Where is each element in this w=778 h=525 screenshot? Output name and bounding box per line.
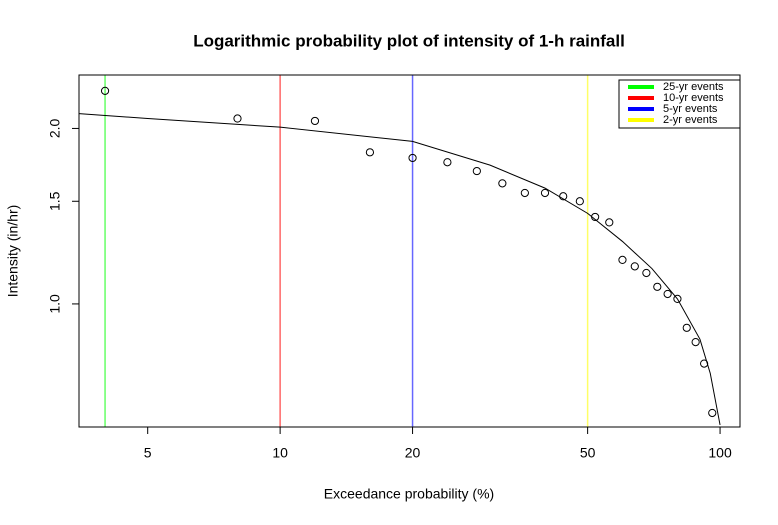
data-point: [575, 197, 584, 206]
x-tick-label: 10: [272, 445, 288, 461]
chart-title: Logarithmic probability plot of intensit…: [193, 31, 625, 50]
data-point: [233, 114, 242, 123]
y-tick-label: 1.0: [47, 294, 63, 314]
legend-label: 25-yr events: [663, 81, 724, 93]
data-point: [630, 262, 639, 271]
y-tick-label: 1.5: [47, 191, 63, 211]
data-point: [310, 116, 320, 126]
x-tick-label: 5: [144, 445, 152, 461]
data-point: [708, 408, 717, 418]
data-point: [642, 268, 651, 278]
y-axis-label: Intensity (in/hr): [5, 205, 21, 298]
data-point: [408, 153, 417, 163]
x-tick-label: 50: [580, 445, 596, 461]
data-point: [540, 188, 550, 198]
legend-label: 10-yr events: [663, 92, 724, 104]
legend-label: 5-yr events: [663, 103, 718, 115]
x-tick-label: 100: [708, 445, 732, 461]
data-point: [653, 282, 662, 291]
data-point: [691, 338, 700, 347]
x-tick-label: 20: [405, 445, 421, 461]
data-point: [365, 148, 375, 157]
data-point: [443, 158, 452, 167]
data-point: [520, 188, 529, 198]
plot-frame: [78, 74, 741, 428]
legend-label: 2-yr events: [663, 114, 718, 126]
fit-line: [79, 113, 721, 426]
data-point: [605, 218, 614, 227]
y-tick-label: 2.0: [47, 118, 63, 138]
data-point: [673, 294, 682, 304]
data-point: [682, 323, 691, 332]
data-point: [498, 179, 507, 188]
x-axis-label: Exceedance probability (%): [324, 486, 494, 502]
data-point: [100, 86, 110, 95]
data-point: [618, 255, 627, 264]
data-point: [472, 166, 481, 176]
data-point: [663, 289, 672, 299]
